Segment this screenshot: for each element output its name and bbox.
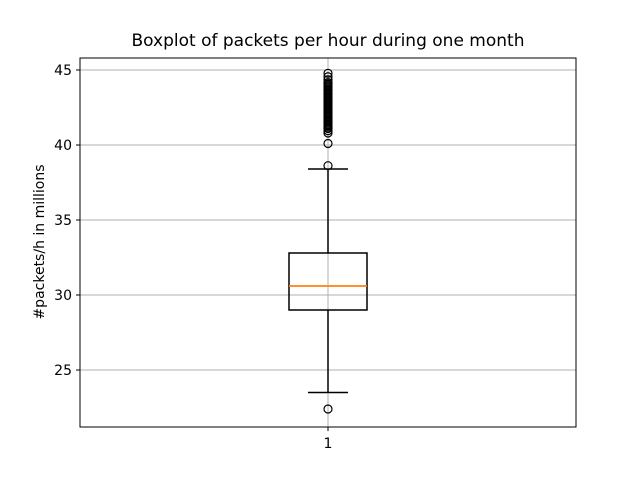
chart-title: Boxplot of packets per hour during one m… xyxy=(131,31,525,51)
x-tick-label: 1 xyxy=(324,436,333,452)
outlier-point xyxy=(323,77,333,88)
outlier-point xyxy=(323,404,333,414)
y-tick-label-40: 40 xyxy=(54,138,72,154)
y-tick-label-45: 45 xyxy=(54,63,72,79)
outlier-point xyxy=(323,68,333,78)
outlier-point xyxy=(323,138,333,149)
y-tick-label-30: 30 xyxy=(54,288,72,304)
y-tick-label-25: 25 xyxy=(54,363,72,379)
outlier-point xyxy=(323,72,333,82)
y-tick-label-35: 35 xyxy=(54,213,72,229)
iqr-box xyxy=(288,252,368,311)
outlier-point xyxy=(323,75,333,85)
outlier-point xyxy=(323,161,333,171)
